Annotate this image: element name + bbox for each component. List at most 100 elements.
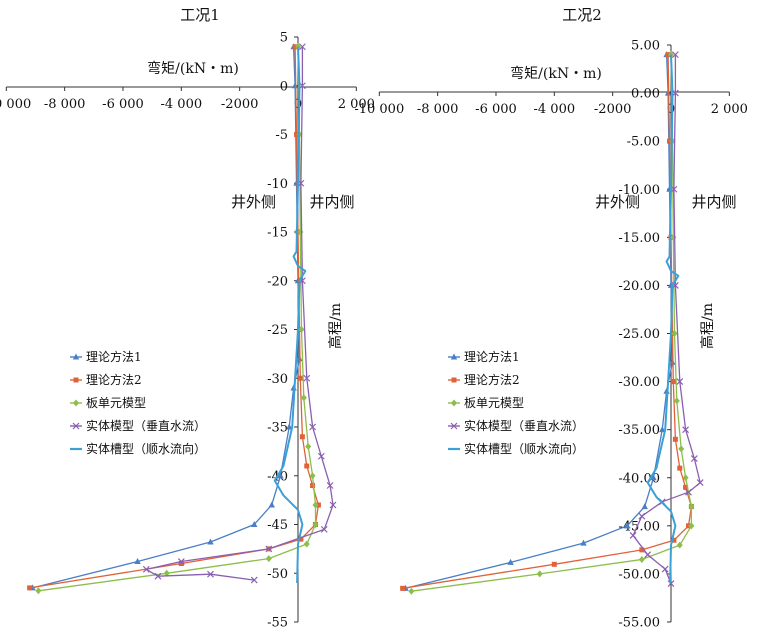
data-point xyxy=(639,547,645,553)
y-tick-label: -50.00 xyxy=(618,567,660,582)
x-tick-label: 2 000 xyxy=(711,102,748,117)
x-tick-label: -4 000 xyxy=(534,102,576,117)
data-point xyxy=(35,587,42,595)
x-tick-label: 2 000 xyxy=(338,97,375,112)
legend-label: 理论方法2 xyxy=(464,372,520,387)
y-tick-label: 5.00 xyxy=(631,39,660,54)
data-point xyxy=(682,474,689,482)
legend-label: 理论方法1 xyxy=(464,349,520,364)
data-point xyxy=(309,423,317,431)
data-point xyxy=(207,538,214,545)
legend-label: 理论方法1 xyxy=(86,349,142,364)
legend-label: 实体模型（垂直水流） xyxy=(86,418,206,433)
data-point xyxy=(644,551,652,559)
data-point xyxy=(408,587,415,595)
data-point xyxy=(667,580,675,587)
data-point xyxy=(265,545,273,553)
data-point xyxy=(303,540,310,548)
legend-marker xyxy=(72,353,80,360)
data-point xyxy=(685,488,692,496)
x-tick-label: -10 000 xyxy=(0,97,31,112)
legend-entry: 理论方法2 xyxy=(448,372,520,387)
data-point xyxy=(251,521,258,527)
x-tick-label: -6 000 xyxy=(475,102,517,117)
y-tick-label: -5.00 xyxy=(627,135,660,150)
legend-entry: 实体模型（垂直水流） xyxy=(448,418,584,433)
x-tick-label: -8 000 xyxy=(44,97,86,112)
data-point xyxy=(250,576,258,584)
data-point xyxy=(265,555,272,563)
inner-side-annotation: 井内侧 xyxy=(691,193,736,211)
legend-label: 板单元模型 xyxy=(86,396,146,410)
data-point xyxy=(277,472,284,479)
legend-marker xyxy=(450,353,458,360)
chart-title: 工况1 xyxy=(180,6,220,24)
series-1 xyxy=(29,43,303,591)
y-axis-label: 高程/m xyxy=(327,303,344,349)
data-point xyxy=(672,436,678,442)
legend-entry: 板单元模型 xyxy=(448,396,524,410)
data-point xyxy=(650,474,657,481)
series-line xyxy=(32,46,301,589)
legend-entry: 理论方法2 xyxy=(70,372,142,387)
data-point xyxy=(638,512,646,520)
y-tick-label: -10.00 xyxy=(618,183,660,198)
data-point xyxy=(638,555,645,563)
series-4 xyxy=(142,43,337,584)
legend-label: 理论方法2 xyxy=(86,372,142,387)
y-tick-label: -15 xyxy=(267,226,288,241)
y-tick-label: -55 xyxy=(267,616,288,631)
data-point xyxy=(298,326,305,333)
data-point xyxy=(329,501,337,509)
outer-side-annotation: 井外侧 xyxy=(595,193,640,211)
y-tick-label: -25.00 xyxy=(618,327,660,342)
data-point xyxy=(400,585,406,591)
data-point xyxy=(690,455,698,462)
series-3 xyxy=(408,51,695,595)
y-tick-label: -5 xyxy=(275,128,288,143)
y-tick-label: -35.00 xyxy=(618,423,660,438)
data-point xyxy=(134,558,141,565)
y-tick-label: -35 xyxy=(267,421,288,436)
data-point xyxy=(536,570,543,578)
data-point xyxy=(624,522,631,529)
chart-panel-1: 工况1 弯矩/(kN・m) -10 000 -8 000 -6 000 -4 000 -20… xyxy=(0,6,375,631)
data-point xyxy=(696,479,704,486)
data-point xyxy=(299,434,305,440)
data-point xyxy=(326,482,334,489)
x-tick-label: -2000 xyxy=(594,102,631,117)
data-point xyxy=(309,472,316,480)
y-tick-label: -45.00 xyxy=(618,519,660,534)
series-line xyxy=(273,46,307,584)
data-point xyxy=(295,43,301,51)
x-tick-label: -4 000 xyxy=(161,97,203,112)
legend-entry: 实体模型（垂直水流） xyxy=(70,418,206,433)
series-5 xyxy=(646,54,680,584)
legend-entry: 实体槽型（顺水流向） xyxy=(70,441,206,456)
data-point xyxy=(671,537,677,543)
data-point xyxy=(304,463,310,469)
data-point xyxy=(676,378,684,386)
data-point xyxy=(297,375,303,381)
legend-label: 实体槽型（顺水流向） xyxy=(86,441,206,456)
data-point xyxy=(177,558,185,565)
data-point xyxy=(268,501,275,508)
legend-marker xyxy=(72,422,80,430)
series-3 xyxy=(35,43,319,595)
y-tick-label: 0.00 xyxy=(631,87,660,102)
data-point xyxy=(163,569,170,577)
legend-label: 板单元模型 xyxy=(464,396,524,410)
legend-marker xyxy=(450,422,458,430)
data-point xyxy=(671,330,678,337)
x-tick-label: -8 000 xyxy=(417,102,459,117)
legend-entry: 理论方法1 xyxy=(70,349,142,364)
data-point xyxy=(303,374,311,382)
legend-label: 实体模型（垂直水流） xyxy=(464,418,584,433)
data-point xyxy=(682,426,690,434)
data-point xyxy=(154,572,162,580)
y-tick-label: -20 xyxy=(267,274,288,289)
y-tick-label: -50 xyxy=(267,567,288,582)
y-axis-label: 高程/m xyxy=(699,303,716,349)
data-point xyxy=(641,503,648,510)
